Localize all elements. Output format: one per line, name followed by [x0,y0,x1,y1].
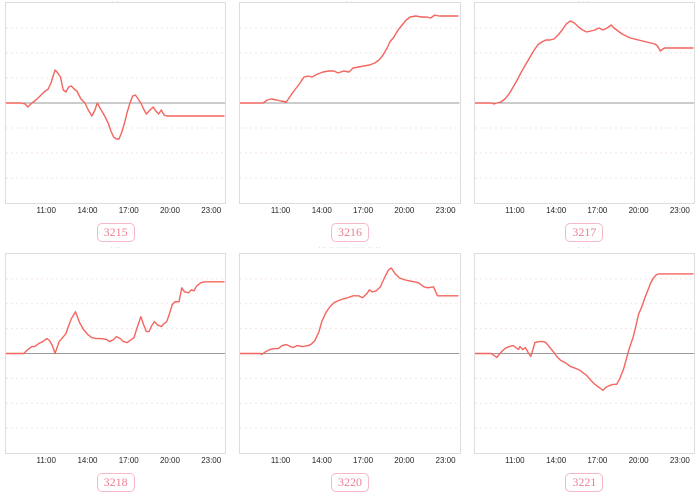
x-axis-tick-label: 11:00 [36,456,56,465]
x-axis: 11:00 14:00 17:00 20:00 23:00 [474,204,695,219]
x-axis-tick-label: 17:00 [587,456,608,465]
x-axis-tick-label: 11:00 [36,206,56,215]
x-axis-tick-label: 17:00 [587,206,608,215]
x-axis-tick-label: 14:00 [546,456,567,465]
chart-id-badge[interactable]: 3216 [330,222,369,242]
x-axis-tick-label: 11:00 [505,206,525,215]
x-axis-tick-label: 14:00 [311,456,332,465]
x-axis-tick-label: 17:00 [118,456,139,465]
x-axis: 11:00 14:00 17:00 20:00 23:00 [239,454,460,469]
plot-area [239,253,461,454]
plot-area [239,2,461,204]
x-axis: 11:00 14:00 17:00 20:00 23:00 [239,204,460,219]
chart-panel-5: ··· ·· ····· ····· ·· ·· 11:00 14:00 17:00… [239,245,461,495]
x-axis-tick-label: 23:00 [201,206,222,215]
micro-caption: · · · [577,245,591,251]
x-axis-tick-label: 20:00 [394,456,415,465]
chart-id-badge[interactable]: 3217 [565,222,604,242]
plot-area [473,2,695,204]
line-chart [475,3,694,203]
x-axis-tick-label: 17:00 [353,206,374,215]
chart-id-badge[interactable]: 3215 [96,222,135,242]
micro-caption: · · [239,0,460,2]
x-axis-tick-label: 11:00 [270,456,291,465]
badge-row: 3220 [239,469,460,495]
x-axis-tick-label: 23:00 [435,456,456,465]
chart-id-badge[interactable]: 3221 [565,472,604,492]
x-axis-tick-label: 20:00 [159,206,180,215]
badge-row: 3217 [474,219,695,245]
chart-panel-3: · · · 11:00 14:00 17:00 20:00 23:00 3217 [473,0,695,245]
badge-row: 3221 [474,469,695,495]
x-axis-tick-label: 17:00 [118,206,139,215]
x-axis-tick-label: 11:00 [505,456,525,465]
data-series [475,21,693,104]
x-axis-tick-label: 23:00 [201,456,222,465]
x-axis-tick-label: 20:00 [628,206,649,215]
x-axis-tick-label: 20:00 [628,456,649,465]
plot-area [473,253,695,454]
chart-panel-4: · ·· 11:00 14:00 17:00 20:00 23:00 3218 [5,245,227,495]
x-axis-tick-label: 11:00 [270,206,291,215]
x-axis-tick-label: 17:00 [353,456,374,465]
data-series [6,70,224,139]
line-chart [240,3,459,203]
x-axis-tick-label: 23:00 [669,456,690,465]
micro-caption: · · · [474,0,695,2]
x-axis-tick-label: 20:00 [394,206,415,215]
data-series [6,282,224,354]
micro-caption: · · [5,0,226,2]
chart-id-badge[interactable]: 3220 [330,472,369,492]
x-axis-tick-label: 20:00 [159,456,180,465]
data-series [240,15,458,103]
micro-caption: · ·· [110,245,121,251]
chart-id-badge[interactable]: 3218 [96,472,135,492]
badge-row: 3218 [5,469,226,495]
micro-caption: ··· ·· ····· ····· ·· ·· [318,245,382,251]
chart-panel-6: · · · 11:00 14:00 17:00 20:00 23:00 3221 [473,245,695,495]
x-axis-tick-label: 14:00 [77,206,98,215]
x-axis-tick-label: 14:00 [546,206,567,215]
chart-panel-2: · · 11:00 14:00 17:00 20:00 23:00 3216 [239,0,461,245]
x-axis: 11:00 14:00 17:00 20:00 23:00 [5,454,226,469]
x-axis-tick-label: 23:00 [669,206,690,215]
data-series [240,268,458,355]
chart-panel-1: · · 11:00 14:00 17:00 20:00 23:00 3215 [5,0,227,245]
x-axis-tick-label: 14:00 [77,456,98,465]
line-chart [475,254,694,453]
x-axis: 11:00 14:00 17:00 20:00 23:00 [5,204,226,219]
x-axis-tick-label: 23:00 [435,206,456,215]
line-chart [6,3,225,203]
x-axis-tick-label: 14:00 [311,206,332,215]
line-chart [240,254,459,453]
plot-area [5,2,227,204]
x-axis: 11:00 14:00 17:00 20:00 23:00 [474,454,695,469]
data-series [475,274,693,390]
line-chart [6,254,225,453]
badge-row: 3216 [239,219,460,245]
badge-row: 3215 [5,219,226,245]
plot-area [5,253,227,454]
